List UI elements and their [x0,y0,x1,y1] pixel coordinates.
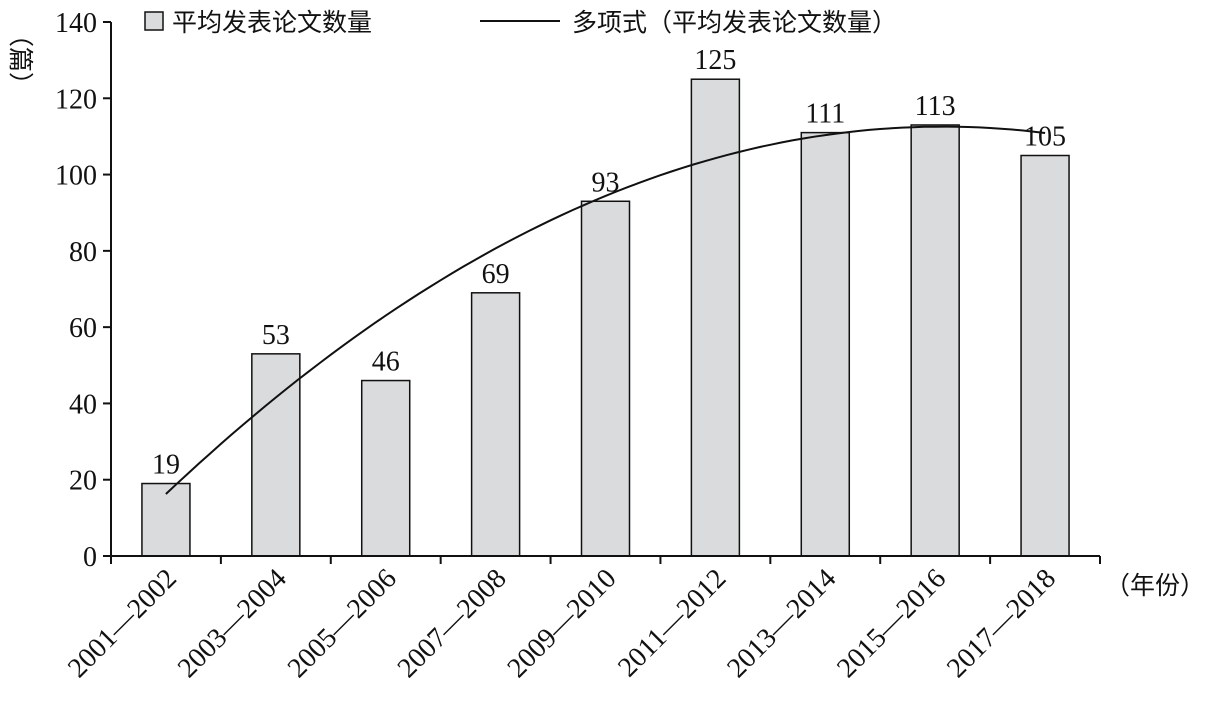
bar [141,482,191,557]
y-tick-label: 40 [69,389,97,420]
x-tick-label: 2007—2008 [392,563,513,684]
legend-bar-label: 平均发表论文数量 [172,8,372,37]
y-tick-label: 20 [69,466,97,497]
legend: 平均发表论文数量 多项式（平均发表论文数量） [144,8,897,37]
trend-series [165,125,1046,495]
y-tick-label: 60 [69,313,97,344]
bar [360,379,411,557]
y-tick-label: 120 [55,84,97,115]
bar [800,131,851,557]
data-label: 19 [152,450,180,481]
x-tick-label: 2017—2018 [941,563,1062,684]
y-tick-label: 80 [69,237,97,268]
data-label: 69 [482,259,510,290]
data-label: 93 [592,167,620,198]
y-axis: 0 20 40 60 80 100 120 140 [55,8,112,573]
x-tick-label: 2013—2014 [721,563,842,684]
data-label: 125 [694,45,736,76]
x-tick-label: 2009—2010 [502,563,623,684]
y-tick-label: 100 [55,161,97,192]
y-axis-label: （篇） [6,22,35,97]
x-tick-label: 2005—2006 [282,563,403,684]
bar [251,353,301,557]
legend-bar-swatch [144,11,164,31]
data-label: 113 [915,91,956,122]
x-tick-label: 2001—2002 [62,563,183,684]
bar [470,292,521,557]
x-tick-label: 2015—2016 [831,563,952,684]
y-tick-label: 0 [83,542,97,573]
x-axis: 2001—20022003—20042005—20062007—20082009… [62,555,1101,684]
data-label: 111 [805,99,845,130]
bar [580,200,631,557]
x-axis-label: （年份） [1105,571,1205,600]
trend-line [165,125,1046,495]
data-label: 46 [372,347,400,378]
data-label: 53 [262,320,290,351]
bar [1020,154,1070,557]
x-tick-label: 2003—2004 [172,563,293,684]
bar [910,124,960,557]
y-tick-label: 140 [55,8,97,39]
bar-series: 19 53 46 69 93 125 111 113 105 [141,45,1070,557]
bar [690,78,741,557]
data-label: 105 [1024,122,1066,153]
x-tick-label: 2011—2012 [612,563,732,683]
legend-line-label: 多项式（平均发表论文数量） [572,8,897,37]
